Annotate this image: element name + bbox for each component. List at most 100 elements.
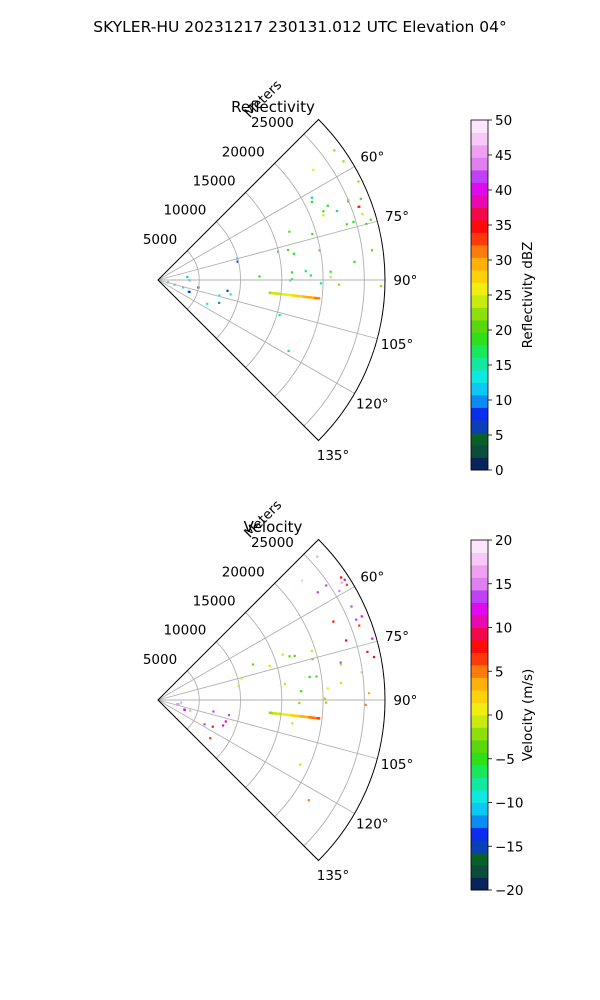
- colorbar-tick-label: 10: [495, 393, 512, 409]
- colorbar-segment: [471, 840, 488, 853]
- colorbar-segment: [471, 182, 488, 196]
- echo-pixel: [300, 690, 303, 693]
- colorbar-tick-label: 25: [495, 288, 512, 304]
- colorbar-segment: [471, 320, 488, 333]
- echo-pixel: [218, 294, 221, 297]
- echo-pixel: [319, 282, 323, 285]
- colorbar-segment: [471, 407, 488, 421]
- echo-pixel: [329, 275, 332, 279]
- angle-tick-label: 60°: [360, 149, 384, 165]
- panel-title: Velocity: [244, 518, 303, 536]
- echo-pixel: [310, 196, 313, 199]
- echo-pixel: [304, 270, 307, 273]
- streak-pixel: [317, 717, 321, 720]
- echo-pixel: [338, 589, 341, 592]
- echo-pixel: [369, 218, 372, 221]
- echo-pixel: [188, 709, 192, 712]
- colorbar: −20 −15 −10 −5 0 5 10 15 20 Velocity (m/s): [470, 533, 536, 899]
- echo-pixel: [347, 200, 350, 203]
- echo-pixel: [339, 681, 343, 685]
- colorbar-segment: [471, 307, 488, 321]
- colorbar-segment: [471, 120, 488, 133]
- echo-pixel: [370, 249, 374, 252]
- echo-pixel: [222, 724, 225, 727]
- echo-pixel: [350, 605, 353, 608]
- echo-pixel: [337, 283, 341, 286]
- colorbar-segment: [471, 802, 488, 816]
- colorbar-segment: [471, 627, 488, 641]
- colorbar-segment: [471, 765, 488, 778]
- colorbar-segment: [471, 815, 488, 828]
- reflectivity-panel: Reflectivity500010000150002000025000Mete…: [143, 77, 536, 479]
- echo-pixel: [325, 584, 328, 587]
- colorbar-tick-label: −10: [495, 796, 524, 812]
- echo-pixel: [240, 677, 243, 680]
- echo-pixel: [227, 714, 231, 717]
- echo-pixel: [343, 578, 346, 581]
- echo-pixel: [281, 653, 284, 656]
- echo-pixel: [309, 274, 312, 277]
- colorbar-segment: [471, 752, 488, 766]
- echo-pixel: [353, 260, 356, 263]
- echo-pixel: [326, 204, 329, 207]
- colorbar-segment: [471, 445, 488, 458]
- colorbar-segment: [471, 157, 488, 171]
- echo-pixel: [340, 581, 343, 584]
- angle-tick-label: 135°: [317, 868, 350, 884]
- colorbar-tick-label: 40: [495, 183, 512, 199]
- echo-pixel: [339, 663, 343, 666]
- echo-pixel: [268, 664, 271, 668]
- echo-pixel: [292, 252, 295, 255]
- colorbar-segment: [471, 877, 488, 891]
- echo-pixel: [224, 720, 227, 723]
- colorbar-segment: [471, 170, 488, 183]
- echo-pixel: [290, 278, 294, 281]
- angle-tick-label: 120°: [356, 817, 389, 833]
- echo-pixel: [287, 248, 290, 252]
- colorbar-segment: [471, 590, 488, 603]
- colorbar-segment: [471, 345, 488, 358]
- colorbar-segment: [471, 565, 488, 578]
- echo-pixel: [287, 349, 290, 353]
- echo-pixel: [218, 301, 221, 304]
- echo-pixel: [212, 710, 215, 713]
- sector-outline: [157, 538, 386, 862]
- echo-pixel: [316, 591, 319, 594]
- echo-pixel: [329, 270, 332, 273]
- colorbar-segment: [471, 740, 488, 753]
- colorbar-segment: [471, 432, 488, 446]
- echo-pixel: [236, 260, 239, 263]
- radial-tick-label: 25000: [251, 115, 294, 131]
- radial-tick-label: 15000: [193, 593, 236, 609]
- colorbar-segment: [471, 245, 488, 258]
- polar-grid: [157, 553, 385, 861]
- echo-pixel: [311, 232, 314, 236]
- colorbar-tick-label: 45: [495, 148, 512, 164]
- angle-tick-label: 60°: [360, 569, 384, 585]
- colorbar-tick-label: 0: [495, 463, 504, 479]
- echo-pixel: [209, 737, 212, 740]
- echo-pixel: [229, 293, 232, 296]
- echo-pixel: [278, 314, 281, 317]
- colorbar-segment: [471, 715, 488, 728]
- colorbar-segment: [471, 145, 488, 158]
- echo-pixel: [310, 200, 313, 203]
- colorbar-segment: [471, 827, 488, 841]
- colorbar-segment: [471, 395, 488, 408]
- echo-pixel: [366, 650, 369, 653]
- radial-tick-label: 10000: [163, 623, 206, 639]
- echo-pixel: [226, 289, 229, 292]
- angle-tick-label: 75°: [385, 209, 409, 225]
- echo-pixel: [345, 583, 348, 586]
- colorbar-tick-label: 0: [495, 708, 504, 724]
- colorbar-segment: [471, 357, 488, 371]
- colorbar-segment: [471, 865, 488, 878]
- colorbar-tick-label: 20: [495, 533, 512, 549]
- radial-tick-label: 10000: [163, 203, 206, 219]
- radial-tick-label: 20000: [222, 144, 265, 160]
- echo-pixel: [183, 708, 186, 711]
- echo-pixel: [359, 197, 362, 200]
- echo-pixel: [379, 284, 383, 288]
- colorbar-segment: [471, 577, 488, 591]
